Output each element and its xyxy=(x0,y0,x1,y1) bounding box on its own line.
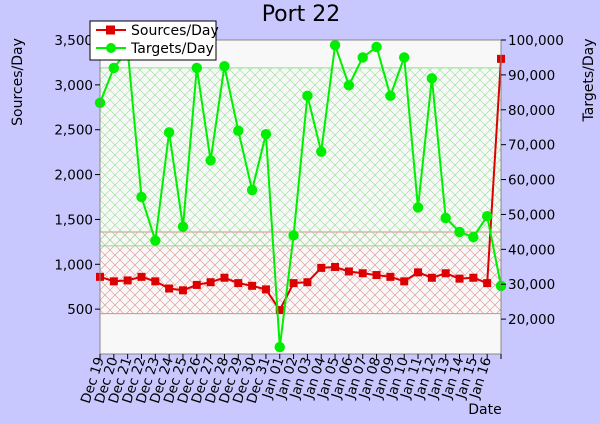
data-point-targets xyxy=(136,191,147,203)
data-point-sources xyxy=(469,273,478,282)
data-point-targets xyxy=(288,230,299,241)
data-point-sources xyxy=(137,272,146,281)
y-right-tick-label: 90,000 xyxy=(508,68,555,84)
y-left-tick-label: 500 xyxy=(67,302,93,318)
y-right-tick-label: 60,000 xyxy=(508,173,555,189)
axis-layer: 500 1,000 1,500 2,000 2,500 3,000 3,500 20,000 3… xyxy=(54,33,563,406)
data-point-targets xyxy=(108,62,120,74)
data-point-targets xyxy=(163,127,175,138)
chart-title: Port 22 xyxy=(262,2,341,27)
data-point-targets xyxy=(481,210,493,222)
data-point-sources xyxy=(441,269,450,278)
data-point-targets xyxy=(329,40,341,51)
data-point-targets xyxy=(219,60,230,72)
data-point-sources xyxy=(400,277,409,286)
data-point-targets xyxy=(233,125,244,136)
y-left-tick-label: 3,500 xyxy=(54,33,93,49)
plot-frame xyxy=(99,39,502,355)
data-point-targets xyxy=(440,212,451,224)
y-axis-right-title: Targets/Day xyxy=(581,39,597,123)
data-point-targets xyxy=(454,226,465,238)
data-point-targets xyxy=(302,90,313,102)
series-layer xyxy=(94,40,507,353)
legend-marker-sources xyxy=(106,25,115,35)
y-right-tick-label: 100,000 xyxy=(508,33,564,49)
y-right-tick-label: 40,000 xyxy=(508,242,555,258)
data-point-sources xyxy=(414,268,423,277)
data-point-sources xyxy=(234,279,243,288)
data-point-targets xyxy=(385,90,396,102)
data-point-sources xyxy=(372,271,381,280)
data-point-targets xyxy=(316,146,327,157)
data-point-sources xyxy=(123,276,132,285)
y-left-tick-label: 3,000 xyxy=(54,78,93,94)
data-point-targets xyxy=(343,80,355,91)
y-left-tick-label: 1,500 xyxy=(54,212,93,228)
data-point-sources xyxy=(165,284,174,293)
data-point-targets xyxy=(274,341,285,353)
data-point-targets xyxy=(371,41,382,53)
y-left-tick-label: 1,000 xyxy=(54,257,93,273)
data-point-sources xyxy=(275,306,284,315)
data-point-sources xyxy=(303,278,312,287)
y-left-tick-label: 2,000 xyxy=(54,168,93,184)
data-point-sources xyxy=(317,263,326,272)
data-point-sources xyxy=(331,262,340,271)
data-point-sources xyxy=(289,279,298,288)
y-right-tick-label: 80,000 xyxy=(508,103,555,119)
data-point-sources xyxy=(248,281,257,290)
legend-label-sources: Sources/Day xyxy=(131,23,219,39)
data-point-sources xyxy=(178,286,187,295)
data-point-targets xyxy=(468,231,479,243)
data-point-targets xyxy=(246,184,258,196)
data-point-targets xyxy=(399,52,410,63)
data-point-targets xyxy=(260,129,272,140)
y-right-tick-label: 70,000 xyxy=(508,138,555,154)
legend-marker-targets xyxy=(106,43,116,53)
data-point-sources xyxy=(427,273,436,282)
data-point-targets xyxy=(150,235,161,246)
x-axis-title: Date xyxy=(468,402,501,418)
series-line-targets xyxy=(99,44,502,348)
data-point-targets xyxy=(357,52,368,63)
data-point-sources xyxy=(344,267,353,276)
legend: Sources/Day Targets/Day xyxy=(89,20,219,61)
band-layer xyxy=(100,67,501,315)
y-left-tick-label: 2,500 xyxy=(54,123,93,139)
data-point-sources xyxy=(358,269,367,278)
data-point-targets xyxy=(412,202,424,213)
data-point-targets xyxy=(205,155,216,166)
data-point-sources xyxy=(483,279,492,288)
data-point-targets xyxy=(177,221,189,232)
data-point-sources xyxy=(386,272,395,281)
legend-label-targets: Targets/Day xyxy=(130,41,214,57)
data-point-sources xyxy=(261,285,270,294)
data-point-targets xyxy=(191,62,202,74)
data-point-sources xyxy=(220,273,229,282)
y-right-tick-label: 30,000 xyxy=(508,277,555,293)
data-point-sources xyxy=(455,274,464,283)
data-point-targets xyxy=(426,73,438,84)
data-point-sources xyxy=(192,280,201,289)
y-right-tick-label: 50,000 xyxy=(508,207,555,223)
y-right-tick-label: 20,000 xyxy=(508,312,555,328)
data-point-sources xyxy=(151,277,160,286)
data-point-sources xyxy=(206,278,215,287)
y-axis-left-title: Sources/Day xyxy=(10,38,26,126)
data-point-sources xyxy=(109,277,118,286)
